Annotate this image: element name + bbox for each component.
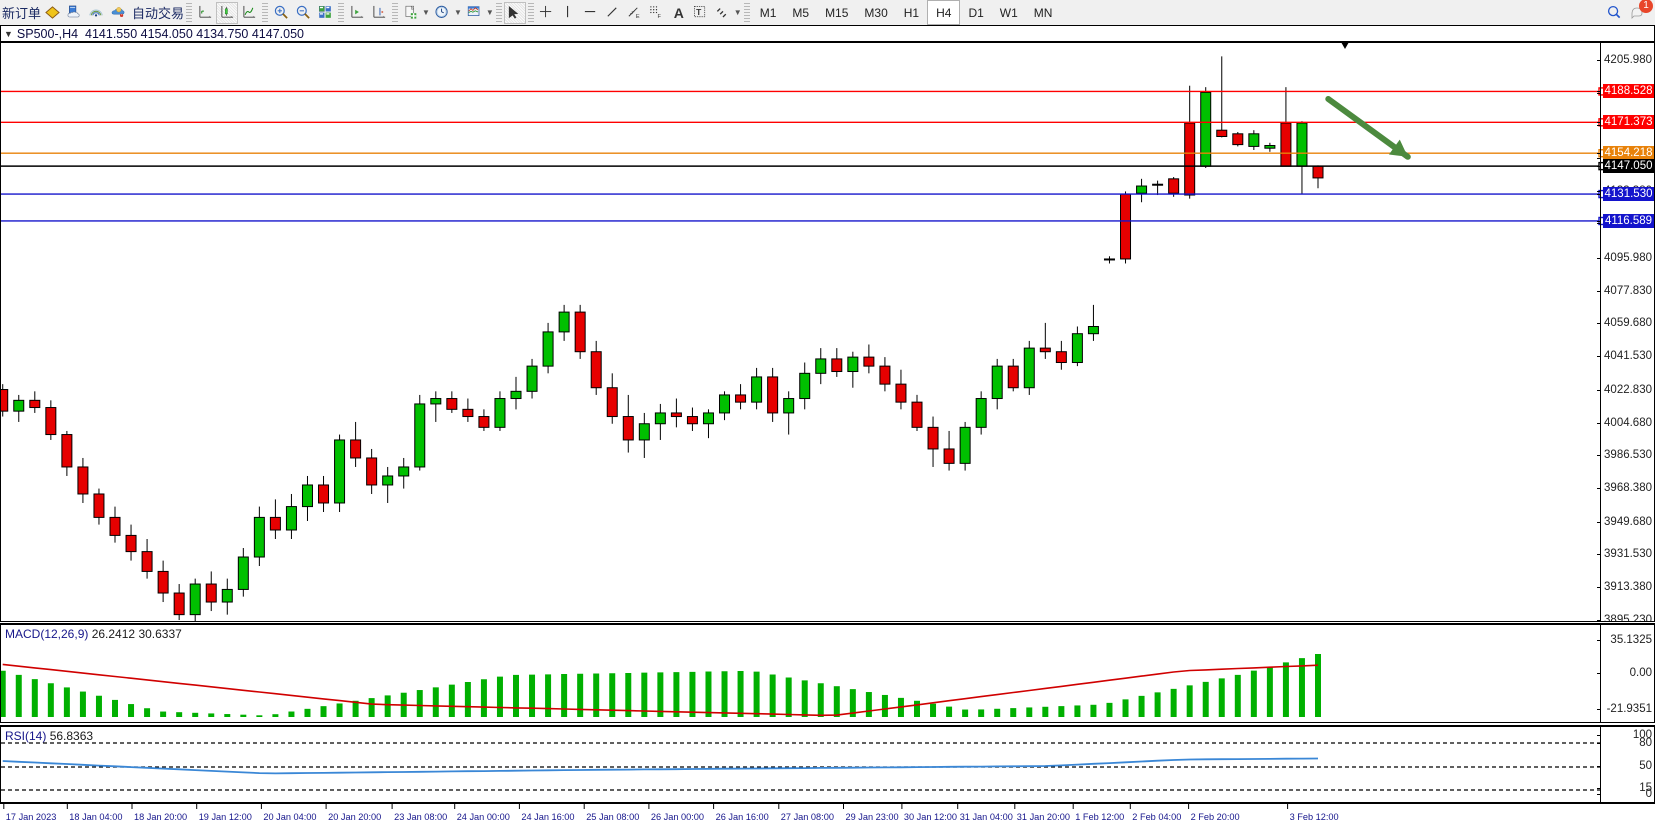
svg-text:31 Jan 04:00: 31 Jan 04:00 bbox=[960, 812, 1013, 822]
svg-text:31 Jan 20:00: 31 Jan 20:00 bbox=[1017, 812, 1070, 822]
svg-text:E: E bbox=[636, 14, 640, 20]
svg-text:27 Jan 08:00: 27 Jan 08:00 bbox=[781, 812, 834, 822]
svg-text:T: T bbox=[696, 7, 702, 17]
svg-text:F: F bbox=[658, 14, 662, 20]
svg-text:24 Jan 16:00: 24 Jan 16:00 bbox=[521, 812, 574, 822]
svg-text:19 Jan 12:00: 19 Jan 12:00 bbox=[199, 812, 252, 822]
svg-text:18 Jan 20:00: 18 Jan 20:00 bbox=[134, 812, 187, 822]
svg-text:29 Jan 23:00: 29 Jan 23:00 bbox=[846, 812, 899, 822]
svg-text:3 Feb 12:00: 3 Feb 12:00 bbox=[1290, 812, 1339, 822]
svg-text:25 Jan 08:00: 25 Jan 08:00 bbox=[586, 812, 639, 822]
svg-text:17 Jan 2023: 17 Jan 2023 bbox=[6, 812, 57, 822]
svg-text:24 Jan 00:00: 24 Jan 00:00 bbox=[457, 812, 510, 822]
svg-text:2 Feb 04:00: 2 Feb 04:00 bbox=[1132, 812, 1181, 822]
svg-text:2 Feb 20:00: 2 Feb 20:00 bbox=[1191, 812, 1240, 822]
svg-text:1 Feb 12:00: 1 Feb 12:00 bbox=[1075, 812, 1124, 822]
svg-text:26 Jan 16:00: 26 Jan 16:00 bbox=[716, 812, 769, 822]
svg-text:20 Jan 04:00: 20 Jan 04:00 bbox=[263, 812, 316, 822]
svg-text:20 Jan 20:00: 20 Jan 20:00 bbox=[328, 812, 381, 822]
svg-text:23 Jan 08:00: 23 Jan 08:00 bbox=[394, 812, 447, 822]
svg-text:30 Jan 12:00: 30 Jan 12:00 bbox=[904, 812, 957, 822]
svg-text:26 Jan 00:00: 26 Jan 00:00 bbox=[651, 812, 704, 822]
svg-text:18 Jan 04:00: 18 Jan 04:00 bbox=[69, 812, 122, 822]
